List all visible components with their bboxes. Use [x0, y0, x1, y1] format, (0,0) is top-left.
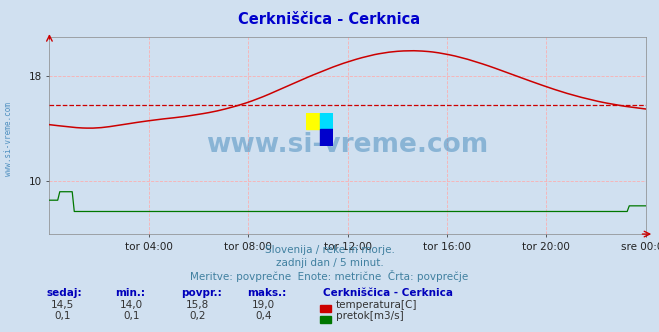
Text: temperatura[C]: temperatura[C] — [336, 300, 418, 310]
Text: 14,5: 14,5 — [51, 300, 74, 310]
Text: sedaj:: sedaj: — [46, 288, 82, 298]
Text: 0,1: 0,1 — [123, 311, 140, 321]
Text: zadnji dan / 5 minut.: zadnji dan / 5 minut. — [275, 258, 384, 268]
Text: 14,0: 14,0 — [120, 300, 144, 310]
Text: povpr.:: povpr.: — [181, 288, 222, 298]
Text: www.si-vreme.com: www.si-vreme.com — [206, 132, 489, 158]
Text: maks.:: maks.: — [247, 288, 287, 298]
Text: 15,8: 15,8 — [186, 300, 210, 310]
Bar — [320, 129, 333, 146]
Text: min.:: min.: — [115, 288, 146, 298]
Bar — [320, 113, 333, 129]
Text: Cerkniščica - Cerknica: Cerkniščica - Cerknica — [239, 12, 420, 27]
Text: Slovenija / reke in morje.: Slovenija / reke in morje. — [264, 245, 395, 255]
Text: www.si-vreme.com: www.si-vreme.com — [4, 103, 13, 176]
Text: 19,0: 19,0 — [252, 300, 275, 310]
Text: 0,1: 0,1 — [54, 311, 71, 321]
Text: Meritve: povprečne  Enote: metrične  Črta: povprečje: Meritve: povprečne Enote: metrične Črta:… — [190, 270, 469, 282]
Text: Cerkniščica - Cerknica: Cerkniščica - Cerknica — [323, 288, 453, 298]
Text: 0,2: 0,2 — [189, 311, 206, 321]
Text: 0,4: 0,4 — [255, 311, 272, 321]
Bar — [306, 113, 320, 129]
Text: pretok[m3/s]: pretok[m3/s] — [336, 311, 404, 321]
